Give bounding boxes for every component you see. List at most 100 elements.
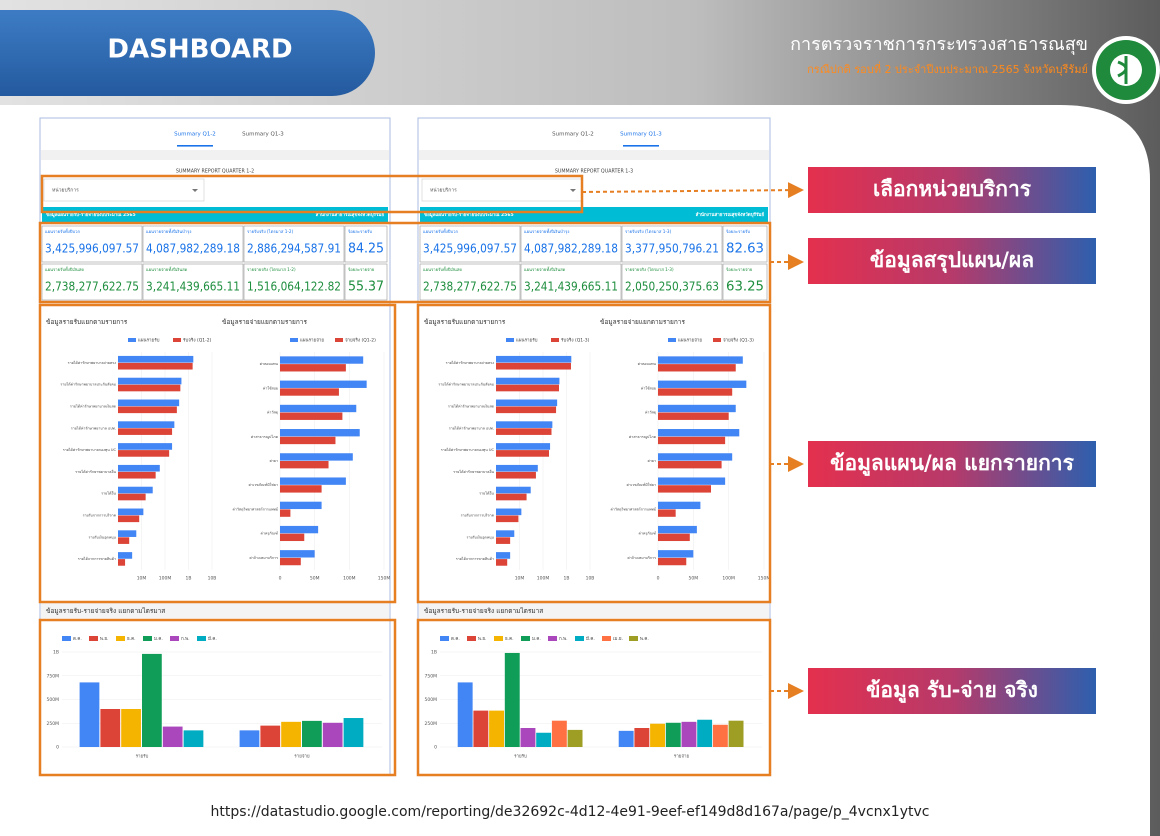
bar — [280, 412, 343, 420]
kpi-card — [419, 225, 521, 263]
kpi-card — [344, 225, 388, 263]
callout: ข้อมูล รับ-จ่าย จริง — [866, 678, 1038, 704]
callout: ข้อมูลสรุปแผน/ผล — [870, 248, 1034, 274]
category-label: รายได้ค่ารักษาพยาบาลอื่น — [75, 469, 116, 474]
bar — [118, 355, 194, 363]
x-tick-label: 0 — [279, 576, 282, 582]
bar — [118, 537, 130, 544]
legend-swatch — [713, 338, 721, 342]
legend-swatch — [494, 636, 503, 641]
bar — [118, 559, 126, 566]
kpi-card — [243, 225, 345, 263]
kpi-label: รายรับจริง (ไตรมาส 1-3) — [625, 228, 672, 234]
bar — [496, 515, 519, 523]
legend-swatch — [89, 636, 98, 641]
bar — [280, 461, 329, 469]
title: DASHBOARD — [107, 35, 292, 65]
bar — [183, 730, 204, 747]
bar — [118, 450, 170, 457]
legend-label: ต.ค. — [73, 637, 82, 642]
x-tick-label: 10B — [586, 576, 595, 582]
tab: Summary Q1-2 — [552, 132, 594, 138]
kpi-label: รายรับจริง (ไตรมาส 1-2) — [247, 228, 294, 234]
legend-label: มี.ค. — [208, 636, 217, 642]
bar — [496, 559, 508, 566]
bar — [658, 436, 726, 445]
bar — [496, 464, 538, 472]
bar — [142, 653, 162, 747]
legend-label: รับจริง (Q1-3) — [561, 338, 590, 344]
title-pill — [0, 10, 375, 96]
kpi-label: รายจ่ายจริง (ไตรมาส 1-3) — [625, 266, 674, 272]
kpi-card — [142, 263, 244, 301]
kpi-value: 4,087,982,289.18 — [524, 242, 618, 256]
category-label: ค่าครุภัณฑ์ — [261, 532, 278, 537]
bar — [658, 364, 736, 372]
category-label: ค่าวัสดุ — [267, 411, 279, 416]
bar — [280, 525, 319, 534]
chart-title: ข้อมูลรายรับแยกตามรายการ — [424, 318, 506, 326]
category-label: รายรับเงินอุดหนุน — [89, 535, 117, 540]
category-label: ค่ายา — [647, 459, 656, 463]
y-tick-label: 250M — [425, 721, 438, 727]
bar — [504, 652, 520, 747]
section-header — [419, 603, 769, 618]
bar — [118, 384, 181, 392]
legend-label: แผนรายรับ — [138, 338, 160, 344]
legend-label: รับจริง (Q1-2) — [183, 338, 212, 344]
category-label: ค่าจ้างเหมาบริการ — [249, 555, 278, 560]
x-tick-label: รายจ่าย — [674, 754, 690, 760]
org-name: การตรวจราชการกระทรวงสาธารณสุข — [790, 34, 1088, 55]
bar — [536, 732, 552, 747]
legend-label: พ.ย. — [100, 636, 108, 642]
category-label: รายได้ค่ารักษาพยาบาลกองทุน UC — [63, 447, 117, 453]
bar — [658, 525, 697, 534]
kpi-label: แผนรายจ่ายทั้งปีเงินบำรุง — [146, 228, 191, 235]
logo-symbol — [1117, 56, 1128, 84]
x-tick-label: รายรับ — [136, 754, 149, 760]
bar — [658, 356, 743, 364]
category-label: รายได้อื่น — [479, 491, 494, 496]
legend-swatch — [602, 636, 611, 641]
bar — [551, 720, 567, 747]
bar — [658, 461, 722, 469]
header-strip — [41, 150, 389, 160]
legend-label: พ.ย. — [478, 636, 486, 642]
category-label: รายได้ค่ารักษาพยาบาลอื่น — [453, 469, 494, 474]
chart-title: ข้อมูลรายรับ-รายจ่ายจริง แยกตามไตรมาส — [46, 607, 165, 615]
bar — [658, 485, 711, 493]
y-tick-label: 500M — [47, 697, 60, 703]
category-label: รายได้ค่ารักษาพยาบาลประกันสังคม — [60, 382, 116, 387]
bar — [520, 728, 536, 747]
bar — [681, 721, 697, 747]
bar — [658, 412, 729, 420]
legend-swatch — [668, 338, 676, 342]
bar — [618, 730, 634, 747]
kpi-value: 2,050,250,375.63 — [625, 280, 719, 294]
kpi-card — [41, 263, 143, 301]
bar — [280, 388, 339, 396]
category-label: ค่าสาธารณูปโภค — [251, 434, 279, 439]
bar — [280, 501, 322, 510]
bar — [280, 364, 346, 372]
bar — [634, 728, 650, 747]
bar — [496, 399, 558, 407]
x-tick-label: 100M — [537, 576, 550, 582]
bar — [322, 722, 343, 747]
legend-label: ธ.ค. — [505, 636, 514, 642]
legend-label: จ่ายจริง (Q1-2) — [345, 338, 376, 344]
legend-label: เม.ย. — [613, 637, 623, 642]
y-tick-label: 0 — [56, 745, 59, 751]
legend-label: ม.ค. — [154, 637, 163, 642]
legend-label: พ.ค. — [640, 636, 649, 642]
kpi-card — [621, 225, 723, 263]
bar — [496, 508, 522, 516]
callout-box — [808, 167, 1096, 213]
category-label: รายได้ค่ารักษาพยาบาลจ่ายตรง — [446, 360, 495, 365]
highlight-box — [416, 618, 772, 777]
bar — [343, 718, 364, 747]
bar — [496, 421, 553, 428]
x-tick-label: 100M — [343, 576, 356, 582]
legend-label: แผนรายจ่าย — [300, 338, 324, 344]
